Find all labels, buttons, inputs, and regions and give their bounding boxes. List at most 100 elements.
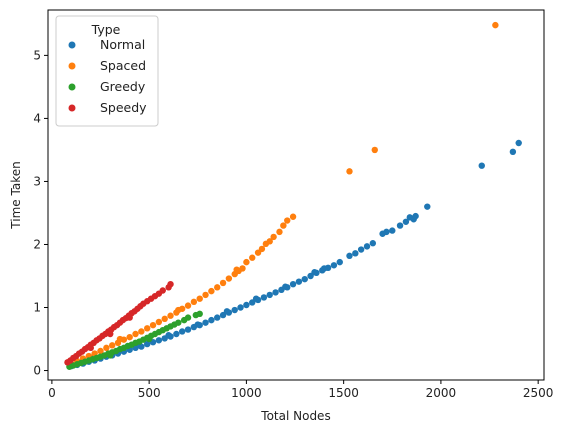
legend-marker [68,41,76,49]
data-point [301,275,308,283]
data-point [184,314,192,321]
data-point [202,319,209,326]
x-tick-label: 1000 [231,386,262,400]
data-point [311,269,318,276]
data-point [272,289,279,296]
data-point [103,344,110,352]
data-point [289,280,297,288]
data-point [155,318,163,326]
x-axis-label: Total Nodes [260,409,330,423]
data-point [194,321,201,328]
series-speedy [64,280,174,366]
data-point [389,227,396,234]
data-point [145,335,153,343]
data-point [159,287,166,294]
data-point [126,314,133,321]
legend-label: Spaced [100,58,146,73]
data-point [196,295,203,302]
y-tick-label: 2 [33,237,41,251]
data-point [276,228,283,236]
data-point [330,262,338,269]
data-point [402,218,410,225]
data-point [179,328,186,335]
data-point [107,330,114,338]
data-point [515,139,522,147]
data-point [175,306,182,314]
data-point [208,316,215,324]
legend-item-greedy: Greedy [68,79,146,94]
data-point [190,298,198,306]
data-point [336,258,343,266]
data-point [424,203,431,210]
data-point [363,243,371,250]
data-point [97,347,104,355]
y-tick-label: 0 [33,364,41,378]
x-tick-label: 2500 [523,386,554,400]
data-point [132,330,139,338]
data-point [266,291,273,299]
series-greedy [66,310,203,370]
legend-label: Normal [100,37,145,52]
data-point [173,330,180,338]
data-point [295,278,303,285]
data-point [412,212,419,220]
data-point [509,148,517,156]
y-tick-label: 4 [33,111,41,125]
data-point [252,295,260,302]
legend-marker [68,104,76,112]
data-point [478,162,485,169]
data-point [243,258,250,266]
legend: Type Normal Spaced Greedy Speedy [55,15,159,127]
data-point [138,328,145,335]
data-point [116,335,124,343]
data-point [161,315,168,323]
x-axis: 0 500 1000 1500 2000 2500 [48,380,553,400]
data-point [223,308,231,315]
legend-title: Type [91,22,121,37]
data-point [126,333,133,341]
data-point [280,222,287,229]
data-point [144,325,151,332]
data-point [167,312,174,319]
legend-frame [55,15,159,127]
legend-marker [68,83,76,91]
data-point [249,254,256,261]
data-point [369,240,377,247]
data-point [289,213,297,220]
legend-marker [68,62,76,70]
data-point [184,302,192,309]
data-point [266,238,273,245]
y-axis: 0 1 2 3 4 5 [33,48,48,378]
data-point [321,265,328,272]
legend-label: Speedy [100,100,147,115]
y-tick-label: 5 [33,48,41,62]
y-tick-label: 1 [33,301,41,315]
y-axis-label: Time Taken [9,161,23,229]
data-point [165,332,172,339]
data-points [64,21,522,370]
legend-item-normal: Normal [68,37,145,52]
data-point [239,265,246,272]
legend-item-speedy: Speedy [68,100,147,115]
data-point [225,275,233,282]
data-point [282,283,289,290]
data-point [371,146,378,154]
data-point [107,352,114,359]
data-point [231,306,238,314]
x-tick-label: 0 [48,386,56,400]
data-point [214,314,221,321]
data-point [175,319,182,326]
x-tick-label: 1500 [328,386,359,400]
data-point [270,233,277,241]
data-point [233,266,240,273]
data-point [214,284,221,291]
data-point [202,291,209,299]
data-point [352,250,359,257]
data-point [243,301,250,309]
data-point [284,217,291,224]
legend-label: Greedy [100,79,146,94]
y-tick-label: 3 [33,174,41,188]
data-point [87,344,94,352]
legend-items: Normal Spaced Greedy Speedy [68,37,147,115]
